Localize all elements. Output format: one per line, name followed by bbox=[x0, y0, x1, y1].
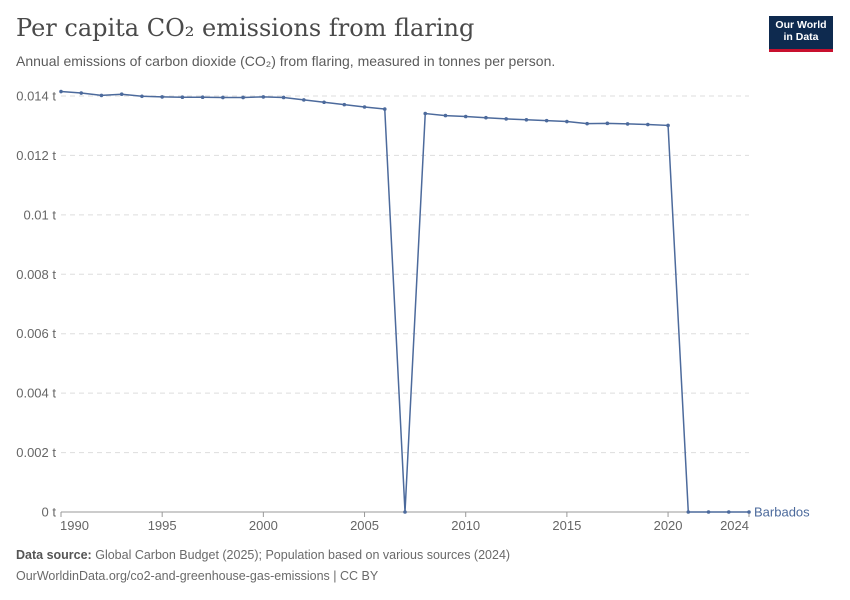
data-point[interactable] bbox=[261, 95, 266, 99]
x-tick-label: 2015 bbox=[552, 518, 581, 533]
data-point[interactable] bbox=[140, 94, 144, 99]
data-point[interactable] bbox=[59, 89, 63, 94]
x-axis: 1990 1995 2000 2005 2010 2015 2020 2024 bbox=[60, 511, 750, 533]
data-point[interactable] bbox=[585, 121, 589, 126]
x-tick-label: 1990 bbox=[60, 518, 89, 533]
data-point[interactable] bbox=[443, 113, 448, 118]
x-tick-label: 2020 bbox=[654, 518, 683, 533]
data-point[interactable] bbox=[646, 122, 650, 127]
data-point[interactable] bbox=[342, 102, 347, 107]
data-point[interactable] bbox=[423, 111, 428, 116]
x-tick-label: 1995 bbox=[148, 518, 177, 533]
data-point[interactable] bbox=[565, 119, 569, 124]
y-tick-label: 0.004 t bbox=[16, 386, 56, 401]
data-point[interactable] bbox=[221, 95, 225, 100]
data-point[interactable] bbox=[322, 100, 326, 105]
chart-title: Per capita CO₂ emissions from flaring bbox=[16, 14, 475, 42]
data-point[interactable] bbox=[160, 95, 164, 99]
gridlines bbox=[61, 95, 749, 454]
data-point[interactable] bbox=[747, 510, 751, 514]
data-point[interactable] bbox=[200, 95, 205, 99]
y-tick-label: 0.006 t bbox=[16, 326, 56, 341]
data-source: Data source: Global Carbon Budget (2025)… bbox=[16, 548, 510, 562]
data-point[interactable] bbox=[484, 115, 488, 120]
logo-line-1: Our World bbox=[775, 19, 827, 31]
series-line-barbados[interactable] bbox=[60, 90, 749, 513]
logo-line-2: in Data bbox=[783, 31, 819, 43]
data-point[interactable] bbox=[281, 95, 286, 100]
series-label[interactable]: Barbados bbox=[754, 505, 810, 520]
data-point[interactable] bbox=[403, 510, 407, 514]
source-url[interactable]: OurWorldinData.org/co2-and-greenhouse-ga… bbox=[16, 569, 379, 583]
x-tick-label: 2010 bbox=[451, 518, 480, 533]
data-point[interactable] bbox=[362, 105, 367, 109]
y-tick-label: 0 t bbox=[42, 505, 57, 520]
x-tick-label: 2024 bbox=[720, 518, 749, 533]
data-point[interactable] bbox=[726, 510, 731, 514]
x-tick-label: 2005 bbox=[350, 518, 379, 533]
data-point[interactable] bbox=[180, 95, 185, 99]
data-point[interactable] bbox=[686, 510, 691, 514]
data-point[interactable] bbox=[544, 118, 549, 123]
chart-subtitle: Annual emissions of carbon dioxide (CO₂)… bbox=[16, 53, 556, 69]
data-source-text: Global Carbon Budget (2025); Population … bbox=[95, 548, 511, 562]
y-tick-label: 0.012 t bbox=[16, 148, 56, 163]
y-tick-label: 0.002 t bbox=[16, 445, 56, 460]
data-point[interactable] bbox=[706, 510, 711, 514]
data-point[interactable] bbox=[241, 95, 245, 100]
data-source-label: Data source: bbox=[16, 548, 92, 562]
data-point[interactable] bbox=[463, 114, 468, 119]
owid-logo[interactable]: Our World in Data bbox=[769, 16, 833, 52]
data-point[interactable] bbox=[99, 93, 104, 98]
data-point[interactable] bbox=[605, 121, 610, 126]
data-point[interactable] bbox=[666, 123, 670, 128]
y-tick-label: 0.008 t bbox=[16, 267, 56, 282]
data-point[interactable] bbox=[504, 117, 508, 121]
series-layer: Barbados bbox=[59, 89, 810, 520]
data-point[interactable] bbox=[302, 98, 306, 102]
x-tick-label: 2000 bbox=[249, 518, 278, 533]
y-tick-label: 0.01 t bbox=[23, 207, 56, 222]
y-tick-label: 0.014 t bbox=[16, 89, 56, 104]
y-axis: 0 t 0.002 t 0.004 t 0.006 t 0.008 t 0.01 t 0.0… bbox=[16, 89, 56, 520]
data-point[interactable] bbox=[79, 91, 84, 95]
data-point[interactable] bbox=[119, 92, 124, 97]
data-point[interactable] bbox=[524, 117, 529, 122]
data-point[interactable] bbox=[382, 107, 387, 111]
data-point[interactable] bbox=[625, 122, 630, 126]
